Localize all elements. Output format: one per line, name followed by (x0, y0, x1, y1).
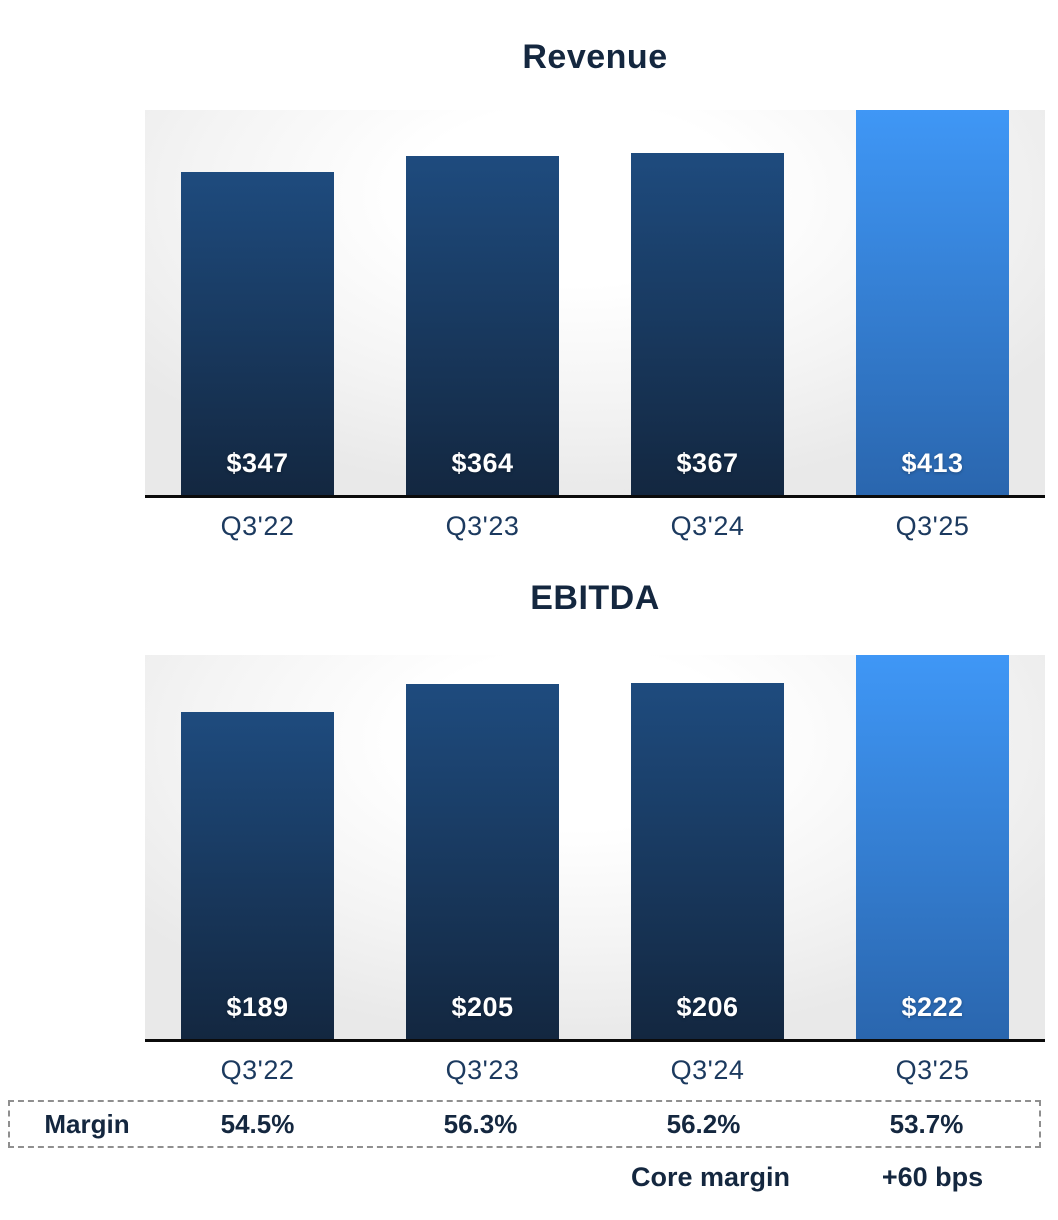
category-label-Q3'23: Q3'23 (445, 511, 520, 541)
ebitda-category-labels: Q3'22 Q3'23 Q3'24 Q3'25 (145, 1053, 1045, 1087)
category-label-Q3'24: Q3'24 (670, 511, 745, 541)
ebitda-bars: $189 $205 $206 $222 (145, 655, 1045, 1039)
bar-value-label: $222 (901, 992, 964, 1022)
footnote-row: Core margin +60 bps (145, 1160, 1045, 1194)
bar-ebitda-Q3'23: $205 (406, 684, 559, 1039)
margin-value-q323: 56.3% (443, 1108, 518, 1139)
margin-value-q325: 53.7% (889, 1108, 964, 1139)
category-label-Q3'22: Q3'22 (220, 511, 295, 541)
bar-value-label: $413 (901, 448, 964, 478)
margin-table: Margin 54.5% 56.3% 56.2% 53.7% (8, 1100, 1041, 1148)
bar-value-label: $347 (226, 448, 289, 478)
bar-ebitda-Q3'25: $222 (856, 655, 1009, 1039)
category-label-Q3'24: Q3'24 (670, 1055, 745, 1085)
footnote-spacer-2 (406, 1160, 559, 1194)
revenue-category-labels: Q3'22 Q3'23 Q3'24 Q3'25 (145, 509, 1045, 543)
margin-value-q322: 54.5% (220, 1108, 295, 1139)
margin-values-row: 54.5% 56.3% 56.2% 53.7% (145, 1109, 1039, 1140)
core-margin-delta: +60 bps (881, 1162, 984, 1192)
revenue-chart: Revenue $347 $364 $367 $413 Q3'22 Q3'23 Q3'24… (0, 36, 1058, 543)
category-label-Q3'25: Q3'25 (895, 511, 970, 541)
bar-value-label: $367 (676, 448, 739, 478)
bar-revenue-Q3'23: $364 (406, 156, 559, 495)
bar-ebitda-Q3'22: $189 (181, 712, 334, 1039)
revenue-x-axis-line (145, 495, 1045, 498)
bar-value-label: $189 (226, 992, 289, 1022)
bar-revenue-Q3'25: $413 (856, 110, 1009, 495)
footnote-spacer-1 (181, 1160, 334, 1194)
margin-value-q324: 56.2% (666, 1108, 741, 1139)
category-label-Q3'23: Q3'23 (445, 1055, 520, 1085)
ebitda-plot-area: $189 $205 $206 $222 (145, 655, 1045, 1042)
core-margin-label: Core margin (631, 1162, 791, 1192)
margin-row-label: Margin (44, 1108, 130, 1139)
revenue-chart-title: Revenue (522, 38, 668, 76)
ebitda-chart-title: EBITDA (530, 579, 660, 617)
bar-value-label: $205 (451, 992, 514, 1022)
bar-value-label: $206 (676, 992, 739, 1022)
ebitda-chart: EBITDA $189 $205 $206 $222 Q3'22 Q3'23 Q3'24 Q… (0, 577, 1058, 1087)
bar-value-label: $364 (451, 448, 514, 478)
category-label-Q3'25: Q3'25 (895, 1055, 970, 1085)
revenue-plot-area: $347 $364 $367 $413 (145, 110, 1045, 498)
ebitda-x-axis-line (145, 1039, 1045, 1042)
category-label-Q3'22: Q3'22 (220, 1055, 295, 1085)
bar-revenue-Q3'24: $367 (631, 153, 784, 495)
bar-ebitda-Q3'24: $206 (631, 683, 784, 1039)
revenue-bars: $347 $364 $367 $413 (145, 110, 1045, 495)
bar-revenue-Q3'22: $347 (181, 172, 334, 495)
